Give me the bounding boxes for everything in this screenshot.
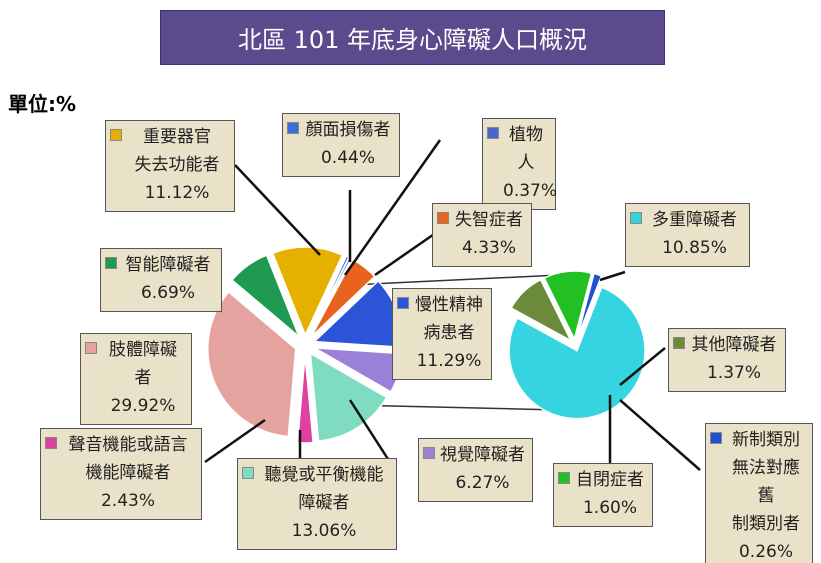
legend-swatch xyxy=(487,127,499,139)
pie-slice xyxy=(508,286,646,420)
leader-line xyxy=(599,270,626,282)
legend-swatch xyxy=(630,212,642,224)
data-label: 其他障礙者 1.37% xyxy=(668,328,786,392)
leader-line xyxy=(619,399,701,471)
value-label: 1.60% xyxy=(582,498,637,518)
legend-swatch xyxy=(397,297,409,309)
value-label: 0.26% xyxy=(738,542,793,562)
value-label: 29.92% xyxy=(110,396,176,416)
category-label: 智能障礙者 xyxy=(125,255,211,275)
data-label: 慢性精神 病患者 11.29% xyxy=(392,288,492,380)
leader-line xyxy=(374,228,441,277)
pie-slice xyxy=(309,352,388,442)
category-label: 多重障礙者 xyxy=(652,210,737,230)
legend-swatch xyxy=(45,437,57,449)
data-label: 自閉症者 1.60% xyxy=(553,463,653,527)
legend-swatch xyxy=(85,342,97,354)
category-label: 顏面損傷者 xyxy=(305,120,391,140)
category-label: 聲音機能或語言 機能障礙者 xyxy=(68,435,188,483)
value-label: 6.27% xyxy=(455,473,510,493)
category-label: 視覺障礙者 xyxy=(440,445,525,465)
pie-slice xyxy=(510,278,573,343)
data-label: 肢體障礙者 29.92% xyxy=(80,333,192,425)
pie-slice xyxy=(576,272,603,340)
legend-swatch xyxy=(110,129,122,141)
category-label: 重要器官 失去功能者 xyxy=(134,127,220,175)
connector-line xyxy=(349,404,561,411)
legend-swatch xyxy=(242,467,254,479)
pie-slice xyxy=(230,254,300,338)
legend-swatch xyxy=(673,337,685,349)
leader-line xyxy=(343,139,442,276)
legend-swatch xyxy=(437,212,449,224)
chart-title: 北區 101 年底身心障礙人口概況 xyxy=(160,10,665,65)
value-label: 11.29% xyxy=(416,351,482,371)
value-label: 11.12% xyxy=(144,183,210,203)
category-label: 慢性精神 病患者 xyxy=(415,295,483,343)
legend-swatch xyxy=(710,432,722,444)
category-label: 自閉症者 xyxy=(576,470,644,490)
data-label: 聲音機能或語言 機能障礙者 2.43% xyxy=(40,428,202,520)
value-label: 0.37% xyxy=(503,181,558,201)
data-label: 多重障礙者 10.85% xyxy=(625,203,750,267)
category-label: 其他障礙者 xyxy=(691,335,777,355)
category-label: 失智症者 xyxy=(455,210,523,230)
category-label: 新制類別 無法對應舊 制類別者 xyxy=(732,430,800,534)
value-label: 1.37% xyxy=(706,363,761,383)
legend-swatch xyxy=(558,472,570,484)
category-label: 聽覺或平衡機能 障礙者 xyxy=(264,465,384,513)
leader-line xyxy=(204,418,266,464)
connector-line xyxy=(349,274,561,286)
data-label: 視覺障礙者 6.27% xyxy=(418,438,533,502)
data-label: 失智症者 4.33% xyxy=(432,203,532,267)
data-label: 聽覺或平衡機能 障礙者 13.06% xyxy=(237,458,397,550)
pie-slice xyxy=(271,246,344,337)
leader-line xyxy=(234,164,321,256)
category-label: 植物人 xyxy=(509,125,543,173)
data-label: 重要器官 失去功能者 11.12% xyxy=(105,120,235,212)
data-label: 新制類別 無法對應舊 制類別者 0.26% xyxy=(705,423,813,563)
pie-slice xyxy=(296,354,314,444)
data-label: 顏面損傷者 0.44% xyxy=(282,113,400,177)
legend-swatch xyxy=(287,122,299,134)
value-label: 13.06% xyxy=(291,521,357,541)
value-label: 4.33% xyxy=(461,238,516,258)
pie-slice xyxy=(310,258,376,338)
value-label: 0.44% xyxy=(320,148,375,168)
unit-label: 單位:% xyxy=(8,92,77,116)
data-label: 智能障礙者 6.69% xyxy=(100,248,222,312)
value-label: 2.43% xyxy=(100,491,155,511)
leader-line xyxy=(619,347,666,386)
pie-slice xyxy=(543,270,593,342)
category-label: 肢體障礙者 xyxy=(109,340,177,388)
data-label: 植物人 0.37% xyxy=(482,118,558,210)
value-label: 10.85% xyxy=(662,238,727,258)
legend-swatch xyxy=(423,447,435,459)
value-label: 6.69% xyxy=(140,283,195,303)
legend-swatch xyxy=(105,257,117,269)
